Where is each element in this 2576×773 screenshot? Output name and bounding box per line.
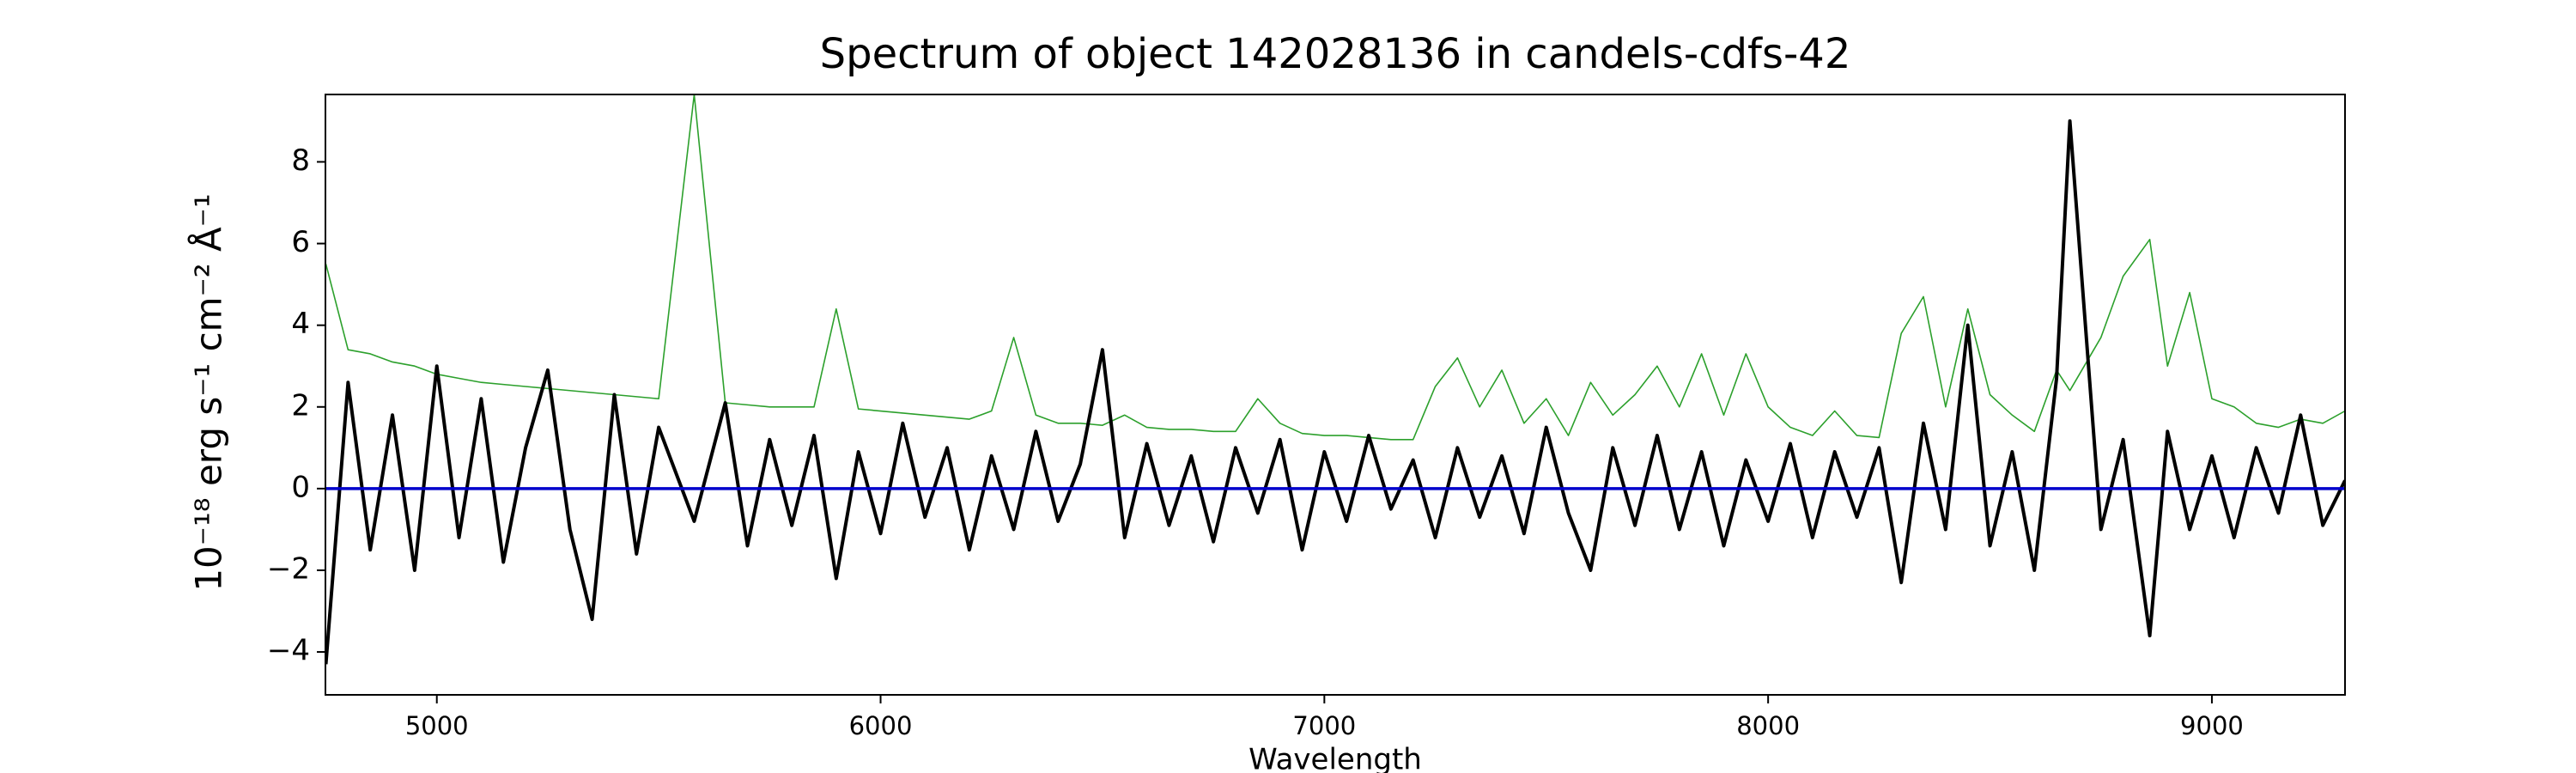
spectrum-line bbox=[325, 119, 2345, 665]
plot-area bbox=[325, 94, 2345, 665]
spectrum-line bbox=[325, 94, 2345, 441]
y-axis-label: 10⁻¹⁸ erg s⁻¹ cm⁻² Å⁻¹ bbox=[187, 193, 230, 591]
y-tick-label: 2 bbox=[291, 388, 310, 423]
x-axis-label: Wavelength bbox=[1249, 743, 1422, 773]
chart-title: Spectrum of object 142028136 in candels-… bbox=[820, 30, 1851, 78]
y-tick-label: 0 bbox=[291, 470, 310, 504]
y-tick-label: −4 bbox=[267, 634, 310, 668]
x-tick-label: 6000 bbox=[849, 711, 913, 740]
x-tick-label: 5000 bbox=[405, 711, 469, 740]
x-tick-label: 8000 bbox=[1736, 711, 1800, 740]
y-tick-label: −2 bbox=[267, 551, 310, 586]
y-tick-label: 4 bbox=[291, 307, 310, 341]
x-tick-label: 9000 bbox=[2180, 711, 2244, 740]
y-tick-label: 6 bbox=[291, 225, 310, 259]
plot-frame bbox=[325, 94, 2346, 696]
y-tick-label: 8 bbox=[291, 143, 310, 178]
x-tick-label: 7000 bbox=[1292, 711, 1356, 740]
